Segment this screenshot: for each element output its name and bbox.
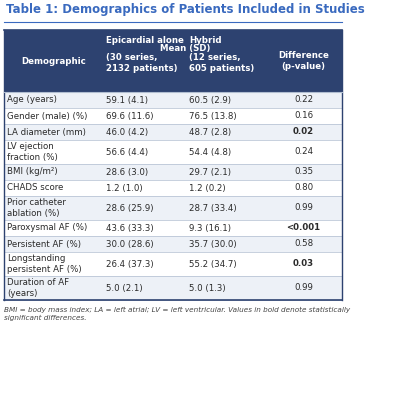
Text: 28.6 (25.9): 28.6 (25.9) bbox=[106, 204, 154, 212]
Bar bbox=[4, 108, 342, 124]
Text: 60.5 (2.9): 60.5 (2.9) bbox=[189, 96, 231, 104]
Text: LV ejection
fraction (%): LV ejection fraction (%) bbox=[7, 142, 58, 162]
Text: 1.2 (1.0): 1.2 (1.0) bbox=[106, 184, 143, 192]
Text: 55.2 (34.7): 55.2 (34.7) bbox=[189, 260, 237, 268]
Bar bbox=[4, 30, 342, 92]
Text: Duration of AF
(years): Duration of AF (years) bbox=[7, 278, 69, 298]
Text: Longstanding
persistent AF (%): Longstanding persistent AF (%) bbox=[7, 254, 82, 274]
Bar bbox=[4, 196, 342, 220]
Text: (12 series,
605 patients): (12 series, 605 patients) bbox=[189, 53, 254, 73]
Text: 35.7 (30.0): 35.7 (30.0) bbox=[189, 240, 237, 248]
Text: 46.0 (4.2): 46.0 (4.2) bbox=[106, 128, 148, 136]
Text: 48.7 (2.8): 48.7 (2.8) bbox=[189, 128, 231, 136]
Text: BMI (kg/m²): BMI (kg/m²) bbox=[7, 168, 58, 176]
Text: Hybrid: Hybrid bbox=[189, 36, 222, 45]
Text: 30.0 (28.6): 30.0 (28.6) bbox=[106, 240, 154, 248]
Bar bbox=[4, 124, 342, 140]
Text: 0.22: 0.22 bbox=[294, 96, 313, 104]
Text: (30 series,
2132 patients): (30 series, 2132 patients) bbox=[106, 53, 178, 73]
Text: 28.6 (3.0): 28.6 (3.0) bbox=[106, 168, 148, 176]
Text: Mean (SD): Mean (SD) bbox=[160, 44, 210, 54]
Text: Difference
(p-value): Difference (p-value) bbox=[278, 51, 329, 71]
Text: 59.1 (4.1): 59.1 (4.1) bbox=[106, 96, 148, 104]
Text: 26.4 (37.3): 26.4 (37.3) bbox=[106, 260, 154, 268]
Text: Prior catheter
ablation (%): Prior catheter ablation (%) bbox=[7, 198, 66, 218]
Text: Epicardial alone: Epicardial alone bbox=[106, 36, 184, 45]
Text: Demographic: Demographic bbox=[22, 56, 86, 66]
Text: Paroxysmal AF (%): Paroxysmal AF (%) bbox=[7, 224, 87, 232]
Text: 0.58: 0.58 bbox=[294, 240, 313, 248]
Bar bbox=[4, 164, 342, 180]
Text: Table 1: Demographics of Patients Included in Studies: Table 1: Demographics of Patients Includ… bbox=[6, 3, 365, 16]
Text: Persistent AF (%): Persistent AF (%) bbox=[7, 240, 81, 248]
Bar bbox=[4, 276, 342, 300]
Text: CHADS score: CHADS score bbox=[7, 184, 63, 192]
Text: 5.0 (1.3): 5.0 (1.3) bbox=[189, 284, 226, 292]
Text: BMI = body mass index; LA = left atrial; LV = left ventricular. Values in bold d: BMI = body mass index; LA = left atrial;… bbox=[4, 307, 350, 321]
Text: 0.35: 0.35 bbox=[294, 168, 313, 176]
Text: Age (years): Age (years) bbox=[7, 96, 57, 104]
Text: 1.2 (0.2): 1.2 (0.2) bbox=[189, 184, 226, 192]
Bar bbox=[4, 252, 342, 276]
Text: Gender (male) (%): Gender (male) (%) bbox=[7, 112, 87, 120]
Text: 0.80: 0.80 bbox=[294, 184, 313, 192]
Text: 0.02: 0.02 bbox=[293, 128, 314, 136]
Text: 76.5 (13.8): 76.5 (13.8) bbox=[189, 112, 237, 120]
Bar bbox=[4, 180, 342, 196]
Text: 28.7 (33.4): 28.7 (33.4) bbox=[189, 204, 237, 212]
Text: 0.99: 0.99 bbox=[294, 204, 313, 212]
Text: 56.6 (4.4): 56.6 (4.4) bbox=[106, 148, 148, 156]
Text: 0.03: 0.03 bbox=[293, 260, 314, 268]
Bar bbox=[4, 140, 342, 164]
Text: 0.24: 0.24 bbox=[294, 148, 313, 156]
Bar bbox=[4, 220, 342, 236]
Text: <0.001: <0.001 bbox=[286, 224, 321, 232]
Text: 54.4 (4.8): 54.4 (4.8) bbox=[189, 148, 231, 156]
Text: 0.16: 0.16 bbox=[294, 112, 313, 120]
Text: LA diameter (mm): LA diameter (mm) bbox=[7, 128, 86, 136]
Text: 9.3 (16.1): 9.3 (16.1) bbox=[189, 224, 231, 232]
Text: 69.6 (11.6): 69.6 (11.6) bbox=[106, 112, 154, 120]
Bar bbox=[4, 236, 342, 252]
Text: 0.99: 0.99 bbox=[294, 284, 313, 292]
Text: 43.6 (33.3): 43.6 (33.3) bbox=[106, 224, 154, 232]
Text: 29.7 (2.1): 29.7 (2.1) bbox=[189, 168, 231, 176]
Text: 5.0 (2.1): 5.0 (2.1) bbox=[106, 284, 143, 292]
Bar bbox=[4, 92, 342, 108]
